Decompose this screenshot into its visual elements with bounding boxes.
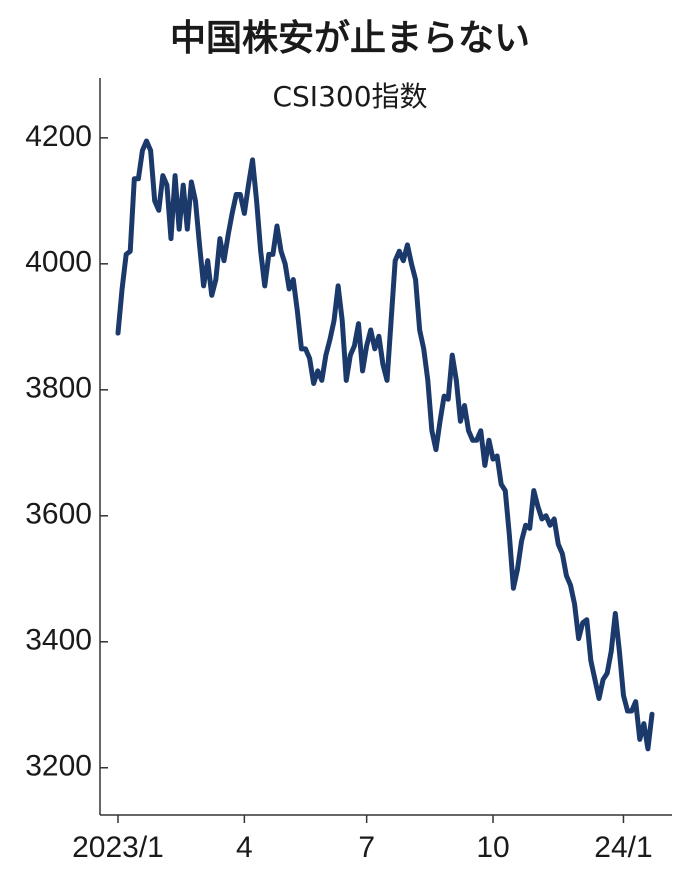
chart-title: 中国株安が止まらない [170,18,530,59]
y-tick-label: 4200 [25,120,92,153]
x-tick-label: 4 [236,831,253,864]
chart-subtitle: CSI300指数 [272,80,427,113]
x-tick-label: 2023/1 [72,831,164,864]
data-line [115,138,655,752]
y-tick-label: 4000 [25,246,92,279]
x-tick-label: 7 [358,831,375,864]
x-tick-label: 24/1 [594,831,652,864]
y-tick-label: 3200 [25,750,92,783]
y-tick-label: 3800 [25,372,92,405]
y-tick-label: 3400 [25,624,92,657]
x-tick-label: 10 [476,831,509,864]
y-tick-label: 3600 [25,498,92,531]
